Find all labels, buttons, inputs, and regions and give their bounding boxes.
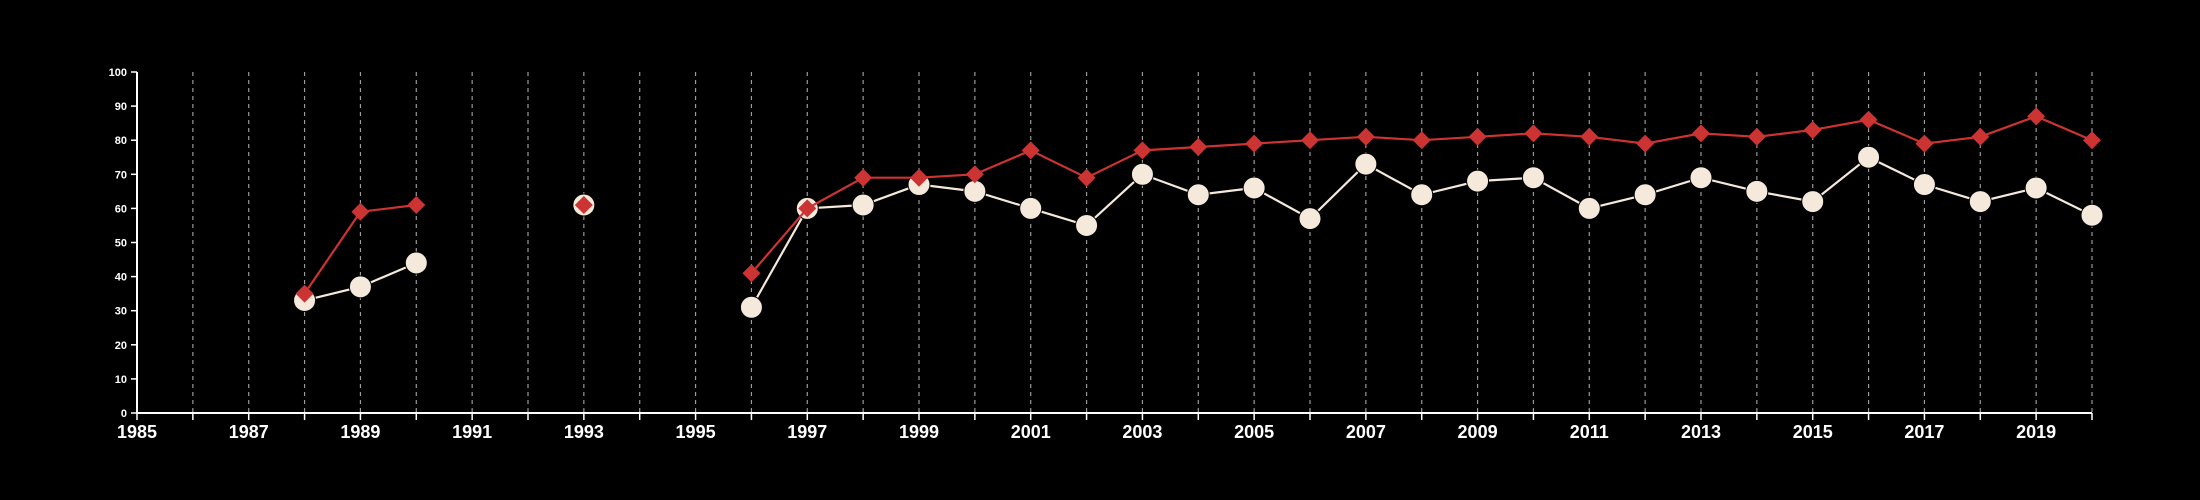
series-1-point-1990 xyxy=(407,195,426,214)
x-tick-label-2005: 2005 xyxy=(1234,422,1274,442)
series-1-point-2010 xyxy=(1524,124,1543,143)
y-tick-label-50: 50 xyxy=(115,238,127,250)
series-2-point-2020 xyxy=(2080,203,2104,227)
series-1-point-2019 xyxy=(2027,107,2046,126)
series-1-point-2020 xyxy=(2083,131,2101,150)
series-2-point-2000 xyxy=(963,179,987,203)
series-1-point-2015 xyxy=(1803,120,1822,139)
series-2-point-2008 xyxy=(1410,183,1434,207)
series-2-point-2012 xyxy=(1633,183,1657,207)
series-1-point-2012 xyxy=(1636,134,1655,153)
y-tick-label-20: 20 xyxy=(115,340,127,352)
x-tick-label-2001: 2001 xyxy=(1011,422,1051,442)
x-tick-label-1985: 1985 xyxy=(117,422,157,442)
series-2-point-2014 xyxy=(1745,179,1769,203)
y-tick-label-100: 100 xyxy=(109,67,127,79)
series-2-point-2003 xyxy=(1130,162,1154,186)
series-2-point-2006 xyxy=(1298,207,1322,231)
x-tick-label-1991: 1991 xyxy=(452,422,492,442)
x-tick-label-2019: 2019 xyxy=(2016,422,2056,442)
x-tick-label-2011: 2011 xyxy=(1570,422,1609,442)
x-axis: 1985 1987 1989 1991 1993 1995 1997 1999 2001 2003… xyxy=(117,412,2093,442)
series-1-point-1996 xyxy=(742,264,761,283)
series-1 xyxy=(295,107,2101,303)
series-1-point-2018 xyxy=(1971,127,1990,146)
y-tick-label-80: 80 xyxy=(115,135,127,147)
x-tick-label-2015: 2015 xyxy=(1793,422,1833,442)
x-tick-label-1987: 1987 xyxy=(229,422,269,442)
series-2-point-2013 xyxy=(1689,166,1713,190)
series-1-point-2005 xyxy=(1245,134,1264,153)
series-1-point-2008 xyxy=(1412,131,1431,150)
y-tick-label-40: 40 xyxy=(115,272,127,284)
x-tick-label-2003: 2003 xyxy=(1122,422,1162,442)
series-2-point-2017 xyxy=(1912,173,1936,197)
series-1-point-2004 xyxy=(1189,138,1208,157)
series-1-point-2011 xyxy=(1580,127,1599,146)
series-1-point-2000 xyxy=(965,165,984,184)
x-tick-label-2013: 2013 xyxy=(1681,422,1721,442)
series-2-point-2001 xyxy=(1019,196,1043,220)
series-2-point-2018 xyxy=(1968,190,1992,214)
series-1-point-2002 xyxy=(1077,168,1096,187)
series-1-point-1988 xyxy=(295,284,314,303)
x-tick-label-1993: 1993 xyxy=(564,422,604,442)
x-tick-label-2017: 2017 xyxy=(1904,422,1944,442)
series-2-point-2016 xyxy=(1857,145,1881,169)
grid-lines xyxy=(192,72,2093,413)
series-2-point-2011 xyxy=(1577,196,1601,220)
series-1-point-2013 xyxy=(1692,124,1710,143)
series-2-point-2019 xyxy=(2024,176,2048,200)
y-tick-label-0: 0 xyxy=(121,408,127,420)
series-2-point-2007 xyxy=(1354,152,1378,176)
y-tick-label-30: 30 xyxy=(115,306,127,318)
y-tick-label-60: 60 xyxy=(115,203,127,215)
series-1-point-2003 xyxy=(1133,141,1152,160)
series-1-point-1998 xyxy=(854,168,873,187)
y-tick-label-70: 70 xyxy=(115,169,127,181)
series-1-point-1997 xyxy=(798,199,817,218)
series-2-point-2015 xyxy=(1801,190,1825,214)
series-2-point-2009 xyxy=(1466,169,1490,193)
x-tick-label-1989: 1989 xyxy=(340,422,380,442)
series-1-point-2016 xyxy=(1859,110,1878,129)
series-2-point-2005 xyxy=(1242,176,1266,200)
series-1-point-2001 xyxy=(1021,141,1040,160)
series-1-point-1999 xyxy=(910,168,928,187)
series-2-point-1998 xyxy=(851,193,875,217)
series-layer xyxy=(293,107,2104,319)
series-2-point-2002 xyxy=(1075,213,1099,237)
x-tick-label-2009: 2009 xyxy=(1458,422,1498,442)
series-1-point-2006 xyxy=(1301,131,1319,150)
series-1-point-2017 xyxy=(1915,134,1934,153)
series-2-point-2010 xyxy=(1521,166,1545,190)
x-tick-label-1999: 1999 xyxy=(899,422,939,442)
series-1-point-1993 xyxy=(574,195,593,214)
y-axis: 0 10 20 30 40 50 60 70 80 90 100 xyxy=(109,67,138,420)
x-tick-label-1997: 1997 xyxy=(787,422,827,442)
series-2-point-2004 xyxy=(1186,183,1210,207)
y-tick-label-90: 90 xyxy=(115,101,127,113)
series-2-point-1990 xyxy=(404,251,428,275)
series-1-point-2014 xyxy=(1747,127,1766,146)
x-tick-label-1995: 1995 xyxy=(676,422,716,442)
series-1-point-2009 xyxy=(1468,127,1487,146)
series-2-point-1996 xyxy=(739,295,763,319)
series-2-point-1989 xyxy=(348,275,372,299)
x-tick-label-2007: 2007 xyxy=(1346,422,1386,442)
series-1-point-2007 xyxy=(1356,127,1375,146)
y-tick-label-10: 10 xyxy=(115,374,127,386)
series-1-point-1989 xyxy=(351,202,370,221)
